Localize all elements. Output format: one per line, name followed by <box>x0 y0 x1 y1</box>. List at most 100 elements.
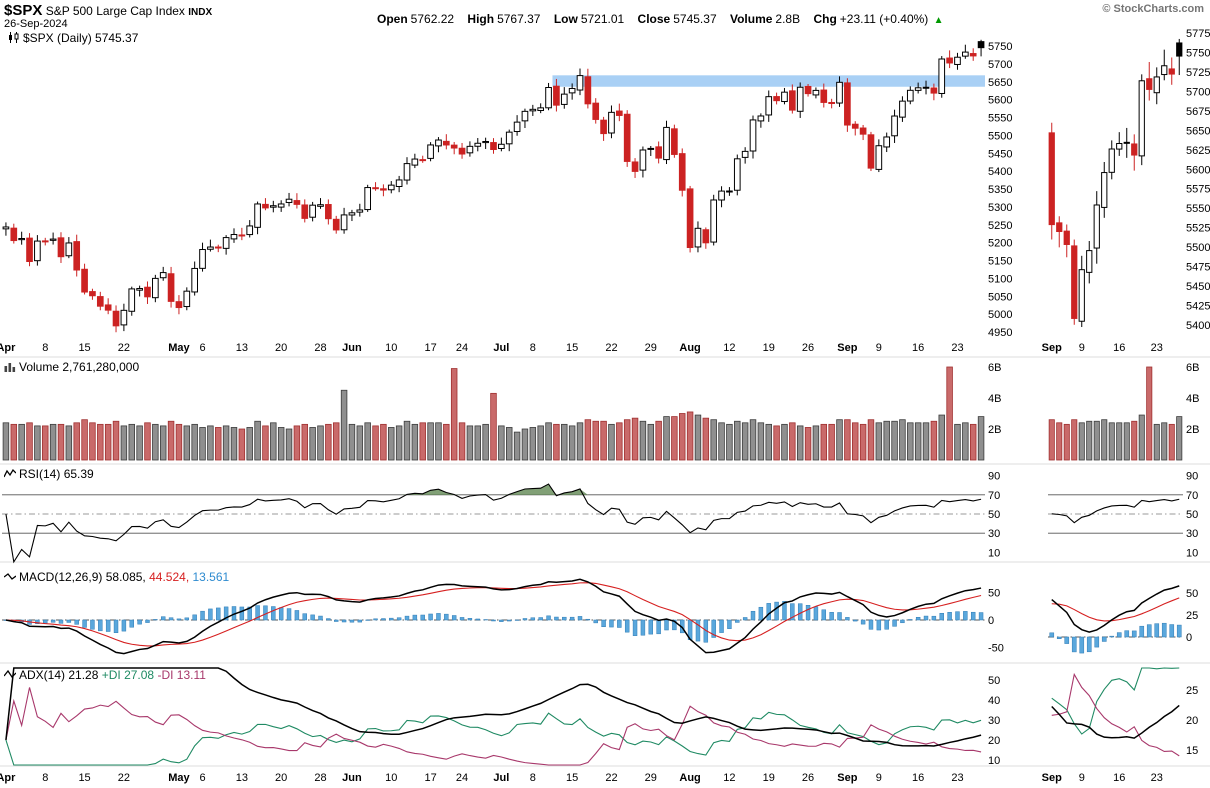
svg-text:17: 17 <box>424 772 436 784</box>
svg-text:6B: 6B <box>988 362 1001 374</box>
svg-text:15: 15 <box>78 342 90 354</box>
svg-text:4950: 4950 <box>988 327 1012 339</box>
svg-text:5450: 5450 <box>988 148 1012 160</box>
volume-bars-icon <box>4 363 16 372</box>
svg-text:50: 50 <box>988 509 1000 521</box>
svg-text:5150: 5150 <box>988 256 1012 268</box>
volume-panel <box>2 366 1183 461</box>
svg-text:15: 15 <box>566 342 578 354</box>
svg-text:5600: 5600 <box>1186 164 1210 176</box>
svg-text:13: 13 <box>236 772 248 784</box>
macd-panel-title: MACD(12,26,9) <box>19 570 103 584</box>
svg-text:6: 6 <box>199 342 205 354</box>
svg-text:5400: 5400 <box>988 166 1012 178</box>
svg-text:16: 16 <box>912 772 924 784</box>
svg-text:5450: 5450 <box>1186 281 1210 293</box>
chart-date: 26-Sep-2024 <box>4 18 68 30</box>
instrument-header: $SPX S&P 500 Large Cap Index INDX <box>4 2 212 19</box>
svg-text:10: 10 <box>988 547 1000 559</box>
svg-text:5550: 5550 <box>1186 203 1210 215</box>
svg-text:5425: 5425 <box>1186 301 1210 313</box>
svg-text:5500: 5500 <box>1186 242 1210 254</box>
svg-text:20: 20 <box>275 342 287 354</box>
svg-text:24: 24 <box>456 772 468 784</box>
svg-text:0: 0 <box>988 615 994 627</box>
svg-text:5775: 5775 <box>1186 28 1210 40</box>
open-label: Open <box>377 12 408 26</box>
change-value: +23.11 (+0.40%) <box>839 12 929 26</box>
svg-text:24: 24 <box>456 342 468 354</box>
svg-text:23: 23 <box>951 772 963 784</box>
svg-text:29: 29 <box>645 342 657 354</box>
svg-text:12: 12 <box>723 342 735 354</box>
volume-panel-title: Volume <box>19 360 60 374</box>
symbol: $SPX <box>4 2 43 19</box>
svg-text:10: 10 <box>988 755 1000 767</box>
volume-value: 2.8B <box>775 12 801 26</box>
rsi-wave-icon <box>3 468 17 478</box>
svg-text:22: 22 <box>118 772 130 784</box>
svg-text:30: 30 <box>988 715 1000 727</box>
svg-text:5350: 5350 <box>988 184 1012 196</box>
adx-panel-title: ADX(14) <box>19 668 66 682</box>
rsi-panel-title: RSI(14) <box>19 467 61 481</box>
svg-text:50: 50 <box>988 588 1000 600</box>
svg-text:5200: 5200 <box>988 238 1012 250</box>
svg-text:26: 26 <box>802 772 814 784</box>
rsi-panel <box>2 483 1183 564</box>
svg-text:2B: 2B <box>988 424 1001 436</box>
svg-text:5700: 5700 <box>1186 86 1210 98</box>
svg-text:5575: 5575 <box>1186 184 1210 196</box>
svg-text:2B: 2B <box>1186 424 1199 436</box>
rsi-panel-label: RSI(14) 65.39 <box>3 467 94 481</box>
svg-text:70: 70 <box>988 490 1000 502</box>
low-value: 5721.01 <box>580 12 625 26</box>
svg-text:8: 8 <box>42 772 48 784</box>
svg-text:5750: 5750 <box>1186 47 1210 59</box>
svg-text:17: 17 <box>424 342 436 354</box>
close-value: 5745.37 <box>673 12 717 26</box>
svg-text:16: 16 <box>1113 342 1125 354</box>
svg-text:6: 6 <box>199 772 205 784</box>
volume-panel-label: Volume 2,761,280,000 <box>4 360 139 374</box>
svg-text:5650: 5650 <box>1186 125 1210 137</box>
low-label: Low <box>553 12 578 26</box>
svg-text:Jun: Jun <box>342 772 362 784</box>
svg-text:13: 13 <box>236 342 248 354</box>
high-value: 5767.37 <box>497 12 541 26</box>
svg-text:8: 8 <box>530 772 536 784</box>
svg-text:20: 20 <box>988 735 1000 747</box>
adx-wave-icon <box>3 669 17 679</box>
svg-text:90: 90 <box>1186 471 1198 483</box>
stockcharts-credit-link[interactable]: © StockCharts.com <box>1102 3 1204 15</box>
svg-text:23: 23 <box>951 342 963 354</box>
svg-text:Apr: Apr <box>0 342 16 354</box>
svg-text:Apr: Apr <box>0 772 16 784</box>
svg-text:22: 22 <box>605 772 617 784</box>
svg-text:5500: 5500 <box>988 130 1012 142</box>
svg-text:23: 23 <box>1151 342 1163 354</box>
svg-text:50: 50 <box>1186 509 1198 521</box>
svg-text:Sep: Sep <box>1042 342 1062 354</box>
svg-text:6B: 6B <box>1186 362 1199 374</box>
svg-text:15: 15 <box>78 772 90 784</box>
adx-value: 21.28 <box>68 668 99 682</box>
open-value: 5762.22 <box>410 12 455 26</box>
rsi-panel-value: 65.39 <box>63 467 94 481</box>
price-panel-label: $SPX (Daily) 5745.37 <box>8 31 138 45</box>
svg-text:28: 28 <box>314 342 326 354</box>
svg-text:30: 30 <box>988 528 1000 540</box>
svg-text:5675: 5675 <box>1186 106 1210 118</box>
quote-line: Open 5762.22 High 5767.37 Low 5721.01 Close… <box>377 12 944 26</box>
candlestick-icon <box>9 32 19 43</box>
svg-text:25: 25 <box>1186 685 1198 697</box>
svg-text:5400: 5400 <box>1186 320 1210 332</box>
svg-text:15: 15 <box>1186 745 1198 757</box>
svg-text:16: 16 <box>912 342 924 354</box>
svg-text:Jul: Jul <box>493 342 509 354</box>
price-panel-value: 5745.37 <box>95 31 139 45</box>
svg-text:Sep: Sep <box>1042 772 1062 784</box>
svg-text:5750: 5750 <box>988 41 1012 53</box>
svg-text:12: 12 <box>723 772 735 784</box>
